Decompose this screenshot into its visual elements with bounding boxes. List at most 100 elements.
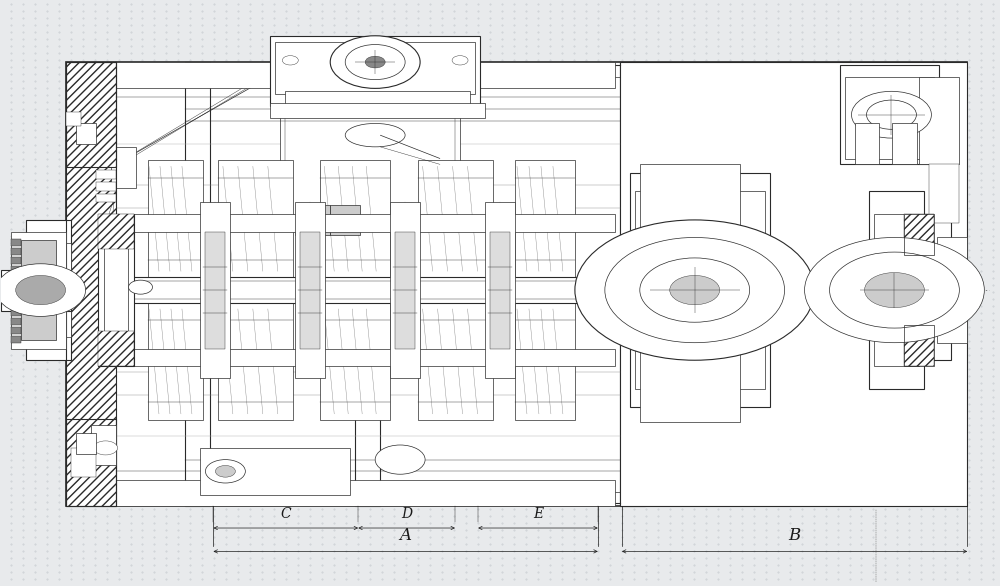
Point [494, 364, 510, 374]
Point [470, 21, 486, 30]
Point [794, 357, 810, 367]
Point [15, 126, 31, 135]
Point [842, 490, 858, 500]
Point [889, 490, 905, 500]
Point [806, 252, 822, 261]
Point [973, 133, 989, 142]
Point [806, 126, 822, 135]
Point [554, 386, 570, 395]
Point [170, 533, 186, 542]
Point [638, 568, 654, 577]
Point [27, 105, 43, 114]
Point [470, 476, 486, 486]
Point [638, 252, 654, 261]
Point [134, 6, 150, 16]
Point [830, 98, 846, 107]
Point [674, 393, 690, 402]
Point [901, 154, 917, 163]
Point [123, 119, 139, 128]
Point [937, 210, 953, 219]
Point [63, 315, 79, 325]
Point [698, 273, 714, 282]
Point [350, 336, 366, 346]
Point [446, 259, 462, 268]
Point [578, 210, 594, 219]
Point [3, 386, 19, 395]
Point [278, 259, 294, 268]
Point [530, 91, 546, 100]
Point [554, 112, 570, 121]
Point [386, 252, 402, 261]
Point [542, 35, 558, 44]
Point [410, 455, 426, 465]
Point [602, 554, 618, 563]
Point [614, 407, 630, 416]
Bar [490, 231, 510, 349]
Point [770, 547, 786, 556]
Point [494, 266, 510, 275]
Point [362, 238, 378, 247]
Point [75, 455, 91, 465]
Point [985, 519, 1000, 528]
Point [770, 350, 786, 360]
Point [278, 168, 294, 177]
Point [302, 105, 318, 114]
Point [686, 84, 702, 93]
Point [3, 490, 19, 500]
Point [925, 6, 941, 16]
Point [3, 21, 19, 30]
Point [134, 147, 150, 156]
Point [530, 343, 546, 353]
Circle shape [16, 275, 66, 305]
Point [746, 0, 762, 9]
Point [626, 568, 642, 577]
Point [614, 273, 630, 282]
Point [770, 35, 786, 44]
Point [99, 84, 115, 93]
Point [698, 217, 714, 226]
Point [290, 287, 306, 297]
Point [782, 42, 798, 51]
Point [937, 84, 953, 93]
Point [961, 568, 977, 577]
Point [278, 217, 294, 226]
Point [674, 483, 690, 493]
Point [206, 140, 222, 149]
Point [889, 42, 905, 51]
Point [242, 547, 258, 556]
Point [362, 161, 378, 171]
Point [350, 434, 366, 444]
Point [350, 56, 366, 65]
Point [458, 294, 474, 304]
Point [111, 147, 127, 156]
Point [422, 13, 438, 23]
Point [566, 91, 582, 100]
Point [278, 140, 294, 149]
Point [63, 350, 79, 360]
Point [590, 168, 606, 177]
Point [877, 294, 893, 304]
Point [99, 308, 115, 318]
Point [650, 35, 666, 44]
Point [925, 498, 941, 507]
Point [806, 407, 822, 416]
Point [674, 575, 690, 584]
Point [410, 540, 426, 549]
Point [686, 386, 702, 395]
Point [51, 519, 67, 528]
Point [242, 540, 258, 549]
Point [75, 154, 91, 163]
Point [482, 505, 498, 514]
Point [578, 469, 594, 479]
Point [123, 455, 139, 465]
Point [566, 112, 582, 121]
Point [806, 420, 822, 430]
Point [123, 498, 139, 507]
Point [326, 175, 342, 184]
Point [51, 483, 67, 493]
Point [290, 203, 306, 212]
Point [51, 0, 67, 9]
Point [314, 112, 330, 121]
Point [722, 336, 738, 346]
Point [350, 441, 366, 451]
